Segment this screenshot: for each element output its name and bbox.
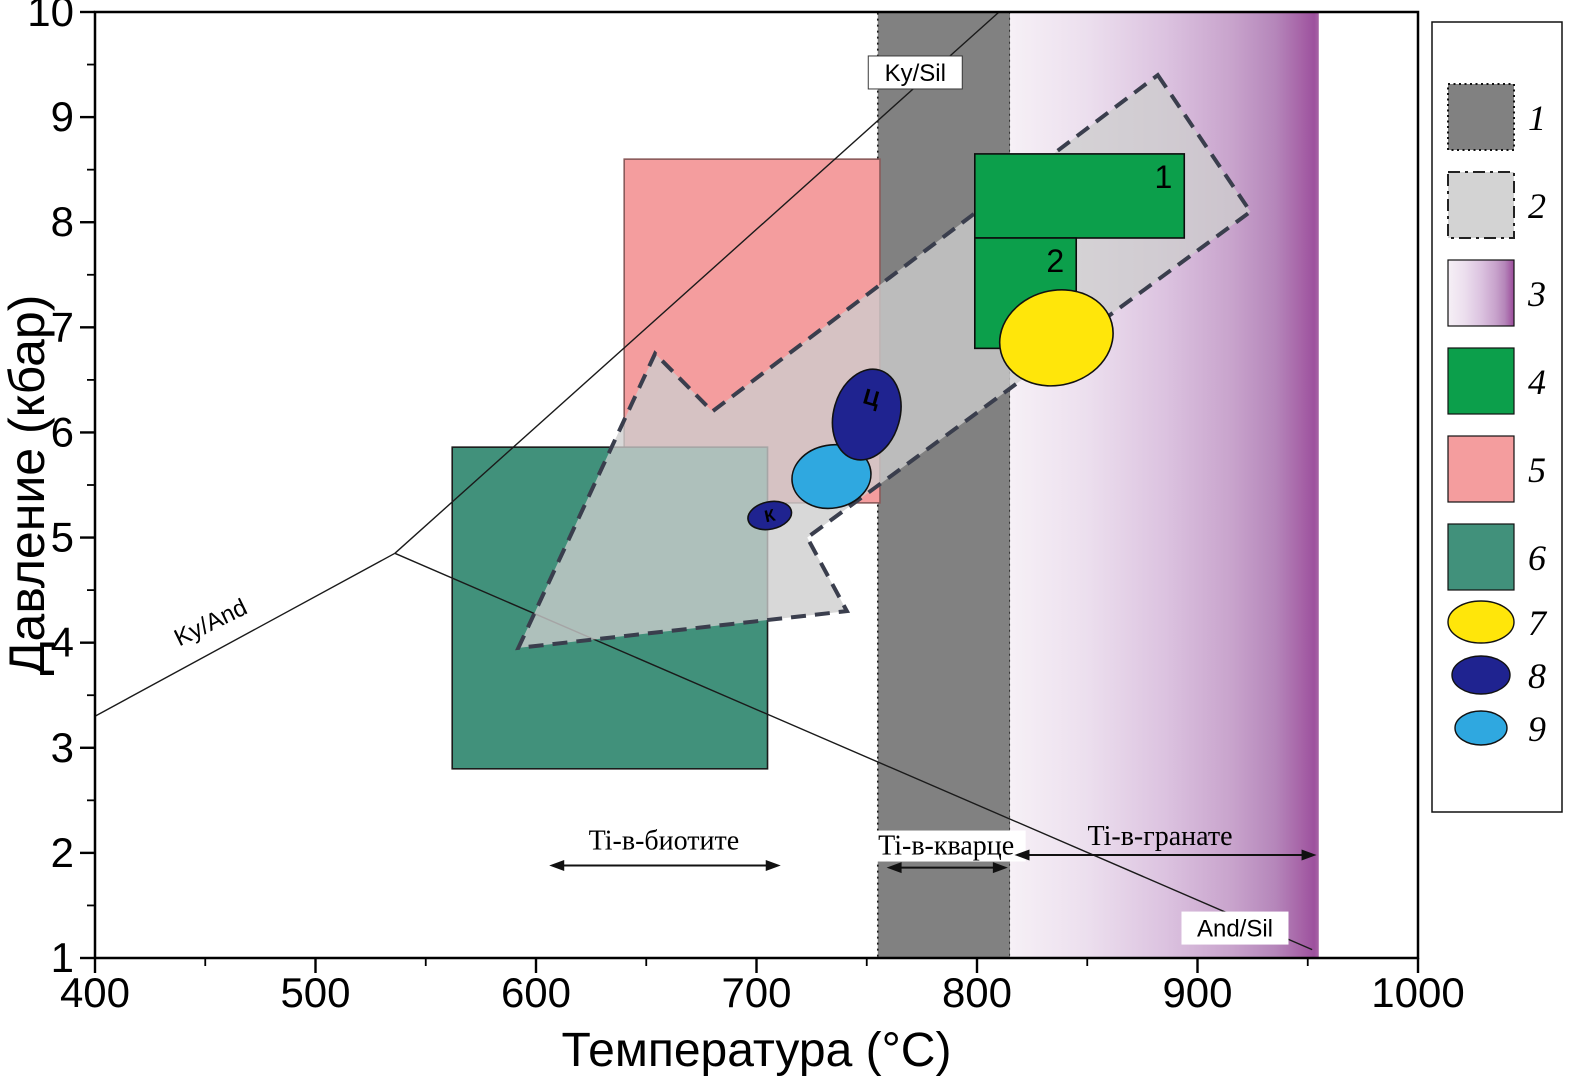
- ti-in-quartz-label: Ti-в-кварце: [878, 831, 1014, 862]
- legend-swatch-5: [1447, 435, 1515, 503]
- ti-in-biotite-arrowhead-left: [549, 860, 565, 872]
- legend-label-7: 7: [1528, 603, 1548, 643]
- y-tick-label-3: 3: [51, 724, 74, 771]
- legend-item-8: 8: [1451, 655, 1546, 696]
- x-tick-label-600: 600: [501, 969, 571, 1016]
- legend-label-2: 2: [1528, 186, 1546, 226]
- navy-ellipse-c-label: Ц: [860, 384, 882, 412]
- x-tick-label-900: 900: [1162, 969, 1232, 1016]
- legend-item-1: 1: [1447, 83, 1546, 151]
- x-tick-label-500: 500: [280, 969, 350, 1016]
- legend-label-5: 5: [1528, 450, 1546, 490]
- legend-swatch-1: [1447, 83, 1515, 151]
- y-tick-label-7: 7: [51, 303, 74, 350]
- ti-in-garnet-arrowhead-left: [1014, 849, 1030, 861]
- legend-item-5: 5: [1447, 435, 1546, 503]
- y-tick-label-10: 10: [27, 0, 74, 35]
- navy-ellipse-k: [747, 500, 793, 531]
- y-tick-label-4: 4: [51, 619, 74, 666]
- legend-swatch-2: [1447, 171, 1515, 239]
- legend-item-4: 4: [1447, 347, 1546, 415]
- y-tick-label-6: 6: [51, 408, 74, 455]
- label-box-and-sil: [1181, 911, 1289, 945]
- cyan-ellipse-group: [791, 443, 872, 510]
- legend-swatch-6: [1447, 523, 1515, 591]
- y-tick-label-9: 9: [51, 93, 74, 140]
- legend-swatch-3: [1447, 259, 1515, 327]
- y-tick-label-5: 5: [51, 514, 74, 561]
- boundary-line-ky-and: [94, 552, 396, 717]
- y-tick-label-2: 2: [51, 829, 74, 876]
- ti-in-quartz-label-box: [866, 830, 1026, 862]
- x-tick-label-800: 800: [942, 969, 1012, 1016]
- label-box-ky-sil: [867, 55, 963, 90]
- navy-ellipse-k-group: К: [747, 500, 793, 531]
- legend-swatch-9: [1454, 710, 1508, 746]
- ti-in-quartz-arrowhead-right: [992, 862, 1008, 874]
- x-tick-label-400: 400: [60, 969, 130, 1016]
- legend-item-3: 3: [1447, 259, 1546, 327]
- x-tick-label-700: 700: [721, 969, 791, 1016]
- legend-label-4: 4: [1528, 362, 1546, 402]
- y-tick-label-8: 8: [51, 198, 74, 245]
- boundary-label-and-sil: And/Sil: [1197, 916, 1273, 943]
- x-axis-title: Температура (°C): [562, 1024, 952, 1077]
- green-field-1: [973, 153, 1186, 239]
- green-field-label-2: 2: [1046, 243, 1064, 279]
- legend-item-2: 2: [1447, 171, 1546, 239]
- boundary-label-ky-sil: Ky/Sil: [885, 60, 946, 87]
- boundary-label-ky-and: Ky/And: [170, 594, 251, 652]
- legend-item-9: 9: [1454, 709, 1546, 749]
- ti-in-biotite-label: Ti-в-биотите: [589, 825, 740, 856]
- ti-in-garnet-arrowhead-right: [1301, 849, 1317, 861]
- green-field-label-1: 1: [1154, 159, 1172, 195]
- navy-ellipse-k-label: К: [763, 505, 778, 526]
- ti-in-garnet-label: Ti-в-гранате: [1087, 821, 1232, 852]
- legend-swatch-8: [1451, 655, 1511, 695]
- yellow-ellipse-group: [998, 289, 1114, 387]
- boundary-line-ky-sil: [394, 11, 1000, 554]
- legend-label-8: 8: [1528, 656, 1546, 696]
- y-axis-title: Давление (кбар): [0, 295, 55, 676]
- legend-swatch-4: [1447, 347, 1515, 415]
- legend-label-9: 9: [1528, 709, 1546, 749]
- legend-item-6: 6: [1447, 523, 1546, 591]
- y-tick-label-1: 1: [51, 934, 74, 981]
- legend-item-7: 7: [1447, 600, 1548, 644]
- legend-swatch-7: [1447, 600, 1515, 644]
- cyan-ellipse: [791, 443, 872, 510]
- ti-in-biotite-arrowhead-right: [765, 860, 781, 872]
- legend-label-1: 1: [1528, 98, 1546, 138]
- x-tick-label-1000: 1000: [1371, 969, 1464, 1016]
- navy-ellipse-c-group: Ц: [831, 368, 902, 461]
- yellow-ellipse: [998, 289, 1114, 387]
- ti-in-quartz-arrowhead-left: [886, 862, 902, 874]
- legend-label-3: 3: [1527, 274, 1546, 314]
- navy-ellipse-c: [831, 368, 902, 461]
- legend-label-6: 6: [1528, 538, 1546, 578]
